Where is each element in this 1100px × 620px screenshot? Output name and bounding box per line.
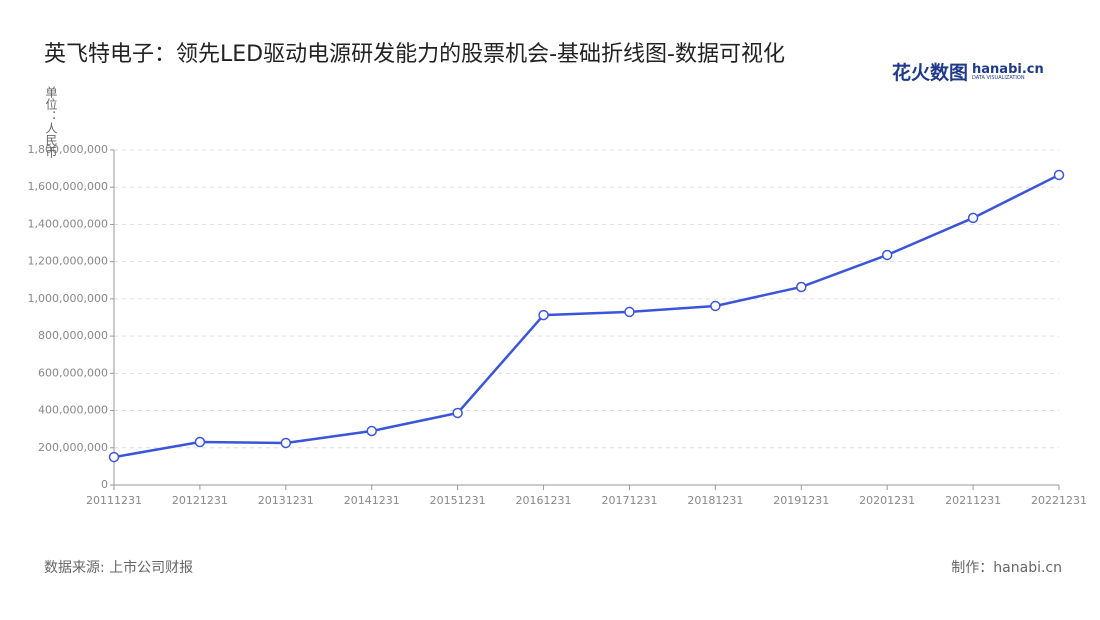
x-tick-label: 20141231 — [344, 494, 400, 507]
x-tick-label: 20161231 — [516, 494, 572, 507]
data-point — [452, 407, 463, 419]
data-point — [280, 437, 292, 449]
y-tick-label: 1,400,000,000 — [28, 217, 108, 230]
x-tick-label: 20121231 — [172, 494, 228, 507]
y-axis-label: 单位：人民币 — [44, 86, 58, 158]
x-tick-label: 20131231 — [258, 494, 314, 507]
y-tick-label: 600,000,000 — [38, 366, 108, 379]
y-tick-label: 1,800,000,000 — [28, 143, 108, 156]
y-tick-label: 1,200,000,000 — [28, 255, 108, 268]
data-point — [1053, 169, 1065, 181]
source: 数据来源: 上市公司财报 — [44, 560, 194, 576]
y-tick-label: 1,000,000,000 — [28, 292, 108, 305]
x-tick-label: 20181231 — [687, 494, 743, 507]
data-point — [796, 281, 807, 293]
x-tick-label: 20111231 — [86, 494, 142, 507]
logo-main: 花火数图 — [892, 62, 969, 84]
data-point — [108, 451, 120, 463]
x-tick-label: 20171231 — [601, 494, 657, 507]
data-point — [538, 309, 549, 321]
data-point — [194, 436, 206, 448]
series-line — [113, 173, 1060, 459]
data-point — [881, 249, 893, 261]
logo-sub: DATA VISUALIZATION — [972, 74, 1025, 81]
logo-side: hanabi.cn DATA VISUALIZATION — [972, 63, 1044, 81]
x-tick-label: 20211231 — [945, 494, 1001, 507]
x-tick-label: 20151231 — [430, 494, 486, 507]
logo: 花火数图 hanabi.cn DATA VISUALIZATION — [892, 58, 1044, 85]
data-point — [624, 306, 635, 318]
x-tick-label: 20191231 — [773, 494, 829, 507]
logo-en: hanabi.cn — [972, 61, 1044, 77]
y-tick-label: 0 — [101, 478, 108, 491]
y-tick-label: 200,000,000 — [38, 441, 108, 454]
chart-title: 英飞特电子：领先LED驱动电源研发能力的股票机会-基础折线图-数据可视化 — [44, 42, 785, 67]
y-tick-label: 800,000,000 — [38, 329, 108, 342]
x-tick-label: 20201231 — [859, 494, 915, 507]
x-tick-label: 20221231 — [1031, 494, 1087, 507]
y-tick-label: 400,000,000 — [38, 404, 108, 417]
data-point — [710, 300, 721, 312]
data-point — [967, 212, 979, 224]
credit: 制作：hanabi.cn — [951, 560, 1062, 576]
data-point — [366, 425, 377, 437]
y-tick-label: 1,600,000,000 — [28, 180, 108, 193]
